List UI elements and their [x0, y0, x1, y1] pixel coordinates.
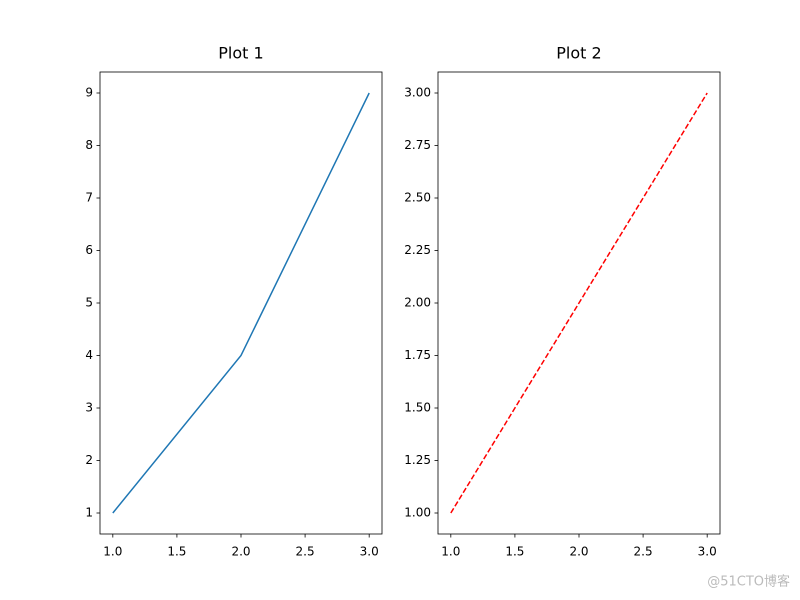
- x-tick-label: 3.0: [360, 545, 379, 559]
- y-tick-label: 8: [85, 138, 93, 152]
- y-tick-label: 1.25: [404, 453, 431, 467]
- y-tick-label: 1: [85, 506, 93, 520]
- y-tick-label: 2.50: [404, 191, 431, 205]
- chart-title: Plot 1: [218, 44, 263, 63]
- y-tick-label: 1.00: [404, 506, 431, 520]
- axes-frame: [99, 71, 383, 535]
- x-tick-label: 2.0: [231, 545, 250, 559]
- y-tick-label: 1.50: [404, 401, 431, 415]
- x-tick-label: 1.5: [505, 545, 524, 559]
- x-tick-label: 2.5: [634, 545, 653, 559]
- x-tick-label: 1.5: [167, 545, 186, 559]
- y-tick-label: 3.00: [404, 86, 431, 100]
- y-tick-label: 9: [85, 86, 93, 100]
- x-tick-label: 2.0: [569, 545, 588, 559]
- y-tick-label: 2.00: [404, 296, 431, 310]
- y-tick-label: 6: [85, 243, 93, 257]
- y-tick-label: 7: [85, 191, 93, 205]
- line-series: [112, 92, 370, 514]
- y-tick-label: 2.75: [404, 138, 431, 152]
- y-tick-label: 4: [85, 348, 93, 362]
- x-tick-label: 2.5: [296, 545, 315, 559]
- y-tick-label: 2: [85, 453, 93, 467]
- line-series: [450, 92, 708, 514]
- x-tick-label: 1.0: [103, 545, 122, 559]
- x-tick-label: 3.0: [698, 545, 717, 559]
- watermark: @51CTO博客: [707, 574, 790, 590]
- y-tick-label: 2.25: [404, 243, 431, 257]
- axes-frame: [437, 71, 721, 535]
- y-tick-label: 5: [85, 296, 93, 310]
- y-tick-label: 1.75: [404, 348, 431, 362]
- y-tick-label: 3: [85, 401, 93, 415]
- chart-title: Plot 2: [556, 44, 601, 63]
- x-tick-label: 1.0: [441, 545, 460, 559]
